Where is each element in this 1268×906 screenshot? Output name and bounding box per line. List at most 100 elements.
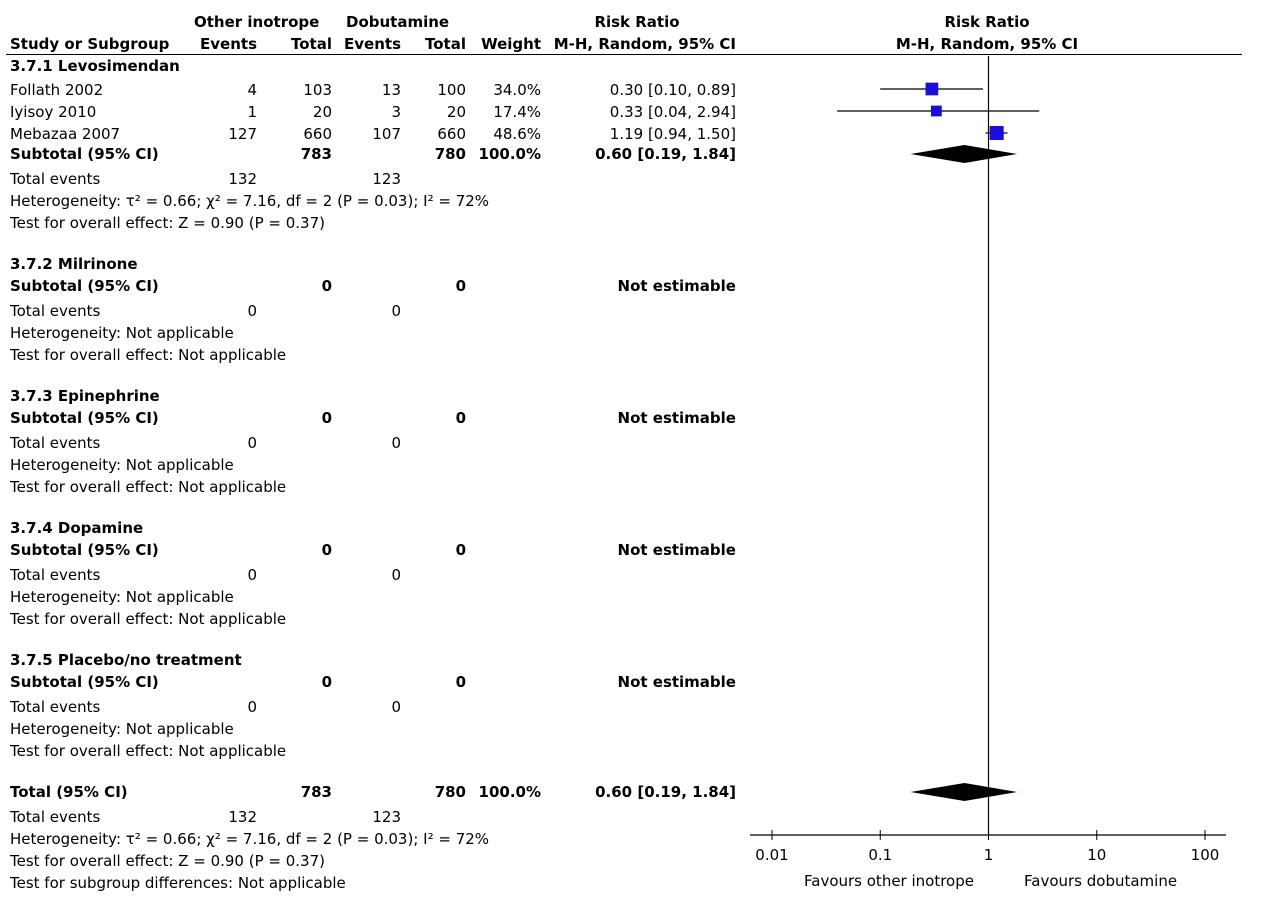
- events2-total: 0: [391, 698, 401, 716]
- events1-total: 0: [247, 434, 257, 452]
- total1-cell: 103: [303, 81, 332, 99]
- events2-total: 123: [372, 170, 401, 188]
- total2-cell: 780: [434, 783, 466, 801]
- study-name: Mebazaa 2007: [10, 125, 121, 143]
- events1-total: 0: [247, 566, 257, 584]
- events2-total: 0: [391, 434, 401, 452]
- total-events-label: Total events: [10, 302, 101, 320]
- subgroup-title: 3.7.1 Levosimendan: [10, 57, 180, 75]
- total-events-label: Total events: [10, 566, 101, 584]
- heterogeneity-text: Heterogeneity: Not applicable: [10, 324, 234, 342]
- events1-total: 0: [247, 698, 257, 716]
- subgroup-title: 3.7.2 Milrinone: [10, 255, 138, 273]
- method-header: M-H, Random, 95% CI: [553, 35, 736, 53]
- total2-cell: 0: [455, 541, 466, 559]
- rr-header: Risk Ratio: [594, 13, 680, 31]
- rr-cell: Not estimable: [617, 673, 736, 691]
- total1-cell: 783: [300, 783, 332, 801]
- overall-effect-text: Test for overall effect: Z = 0.90 (P = 0…: [10, 852, 325, 870]
- events2-total: 0: [391, 566, 401, 584]
- overall-effect-text: Test for overall effect: Not applicable: [10, 478, 287, 496]
- total1-cell: 660: [303, 125, 332, 143]
- weight-cell: 100.0%: [478, 145, 541, 163]
- events1-cell: 127: [228, 125, 257, 143]
- subtotal-label: Subtotal (95% CI): [10, 277, 159, 295]
- total1-header: Total: [291, 35, 332, 53]
- total-diamond: [910, 783, 1018, 801]
- overall-effect-text: Test for overall effect: Z = 0.90 (P = 0…: [10, 214, 325, 232]
- total-events-label: Total events: [10, 698, 101, 716]
- rr-cell: 0.60 [0.19, 1.84]: [595, 783, 736, 801]
- total2-cell: 780: [434, 145, 466, 163]
- total2-cell: 0: [455, 409, 466, 427]
- subtotal-label: Subtotal (95% CI): [10, 541, 159, 559]
- heterogeneity-text: Heterogeneity: τ² = 0.66; χ² = 7.16, df …: [10, 830, 490, 848]
- total1-cell: 0: [321, 541, 332, 559]
- weight-cell: 100.0%: [478, 783, 541, 801]
- subgroup-title: 3.7.5 Placebo/no treatment: [10, 651, 242, 669]
- rr-cell: Not estimable: [617, 277, 736, 295]
- overall-effect-text: Test for overall effect: Not applicable: [10, 742, 287, 760]
- subtotal-diamond: [910, 145, 1018, 163]
- heterogeneity-text: Heterogeneity: Not applicable: [10, 588, 234, 606]
- events1-header: Events: [200, 35, 257, 53]
- events1-cell: 4: [247, 81, 257, 99]
- plot-method-header: M-H, Random, 95% CI: [895, 35, 1079, 53]
- subgroup-title: 3.7.3 Epinephrine: [10, 387, 160, 405]
- plot-header: Risk Ratio: [944, 13, 1030, 31]
- subtotal-label: Subtotal (95% CI): [10, 673, 159, 691]
- study-marker: [925, 82, 939, 96]
- rr-cell: 0.30 [0.10, 0.89]: [609, 81, 736, 99]
- rr-cell: 1.19 [0.94, 1.50]: [609, 125, 736, 143]
- overall-effect-text: Test for overall effect: Not applicable: [10, 346, 287, 364]
- tick-label: 0.01: [755, 846, 788, 864]
- events1-total: 132: [228, 170, 257, 188]
- events2-header: Events: [344, 35, 401, 53]
- total2-cell: 0: [455, 277, 466, 295]
- total1-cell: 0: [321, 409, 332, 427]
- subgroup-differences-text: Test for subgroup differences: Not appli…: [10, 874, 346, 892]
- study-marker: [989, 126, 1004, 140]
- events1-total: 0: [247, 302, 257, 320]
- events2-cell: 107: [372, 125, 401, 143]
- total2-cell: 0: [455, 673, 466, 691]
- weight-header: Weight: [481, 35, 541, 53]
- header-divider: [6, 54, 1242, 55]
- total1-cell: 0: [321, 277, 332, 295]
- events1-cell: 1: [247, 103, 257, 121]
- overall-effect-text: Test for overall effect: Not applicable: [10, 610, 287, 628]
- heterogeneity-text: Heterogeneity: Not applicable: [10, 720, 234, 738]
- weight-cell: 34.0%: [493, 81, 541, 99]
- total1-cell: 783: [300, 145, 332, 163]
- subgroup-title: 3.7.4 Dopamine: [10, 519, 144, 537]
- study-name: Iyisoy 2010: [10, 103, 97, 121]
- favours-right-label: Favours dobutamine: [1024, 872, 1178, 890]
- events2-total: 123: [372, 808, 401, 826]
- subtotal-label: Subtotal (95% CI): [10, 409, 159, 427]
- heterogeneity-text: Heterogeneity: τ² = 0.66; χ² = 7.16, df …: [10, 192, 490, 210]
- events2-total: 0: [391, 302, 401, 320]
- group2-header: Dobutamine: [346, 13, 450, 31]
- total-events-label: Total events: [10, 170, 101, 188]
- events2-cell: 13: [381, 81, 401, 99]
- group1-header: Other inotrope: [194, 13, 320, 31]
- rr-cell: Not estimable: [617, 541, 736, 559]
- tick-label: 100: [1191, 846, 1220, 864]
- weight-cell: 17.4%: [493, 103, 541, 121]
- subtotal-label: Subtotal (95% CI): [10, 145, 159, 163]
- study-col-header: Study or Subgroup: [10, 35, 170, 53]
- total-events-label: Total events: [10, 808, 101, 826]
- rr-cell: Not estimable: [617, 409, 736, 427]
- heterogeneity-text: Heterogeneity: Not applicable: [10, 456, 234, 474]
- events1-total: 132: [228, 808, 257, 826]
- rr-cell: 0.60 [0.19, 1.84]: [595, 145, 736, 163]
- total2-cell: 660: [437, 125, 466, 143]
- tick-label: 10: [1087, 846, 1106, 864]
- study-marker: [930, 105, 942, 117]
- tick-label: 0.1: [868, 846, 892, 864]
- total-events-label: Total events: [10, 434, 101, 452]
- weight-cell: 48.6%: [493, 125, 541, 143]
- rr-cell: 0.33 [0.04, 2.94]: [609, 103, 736, 121]
- total2-header: Total: [425, 35, 466, 53]
